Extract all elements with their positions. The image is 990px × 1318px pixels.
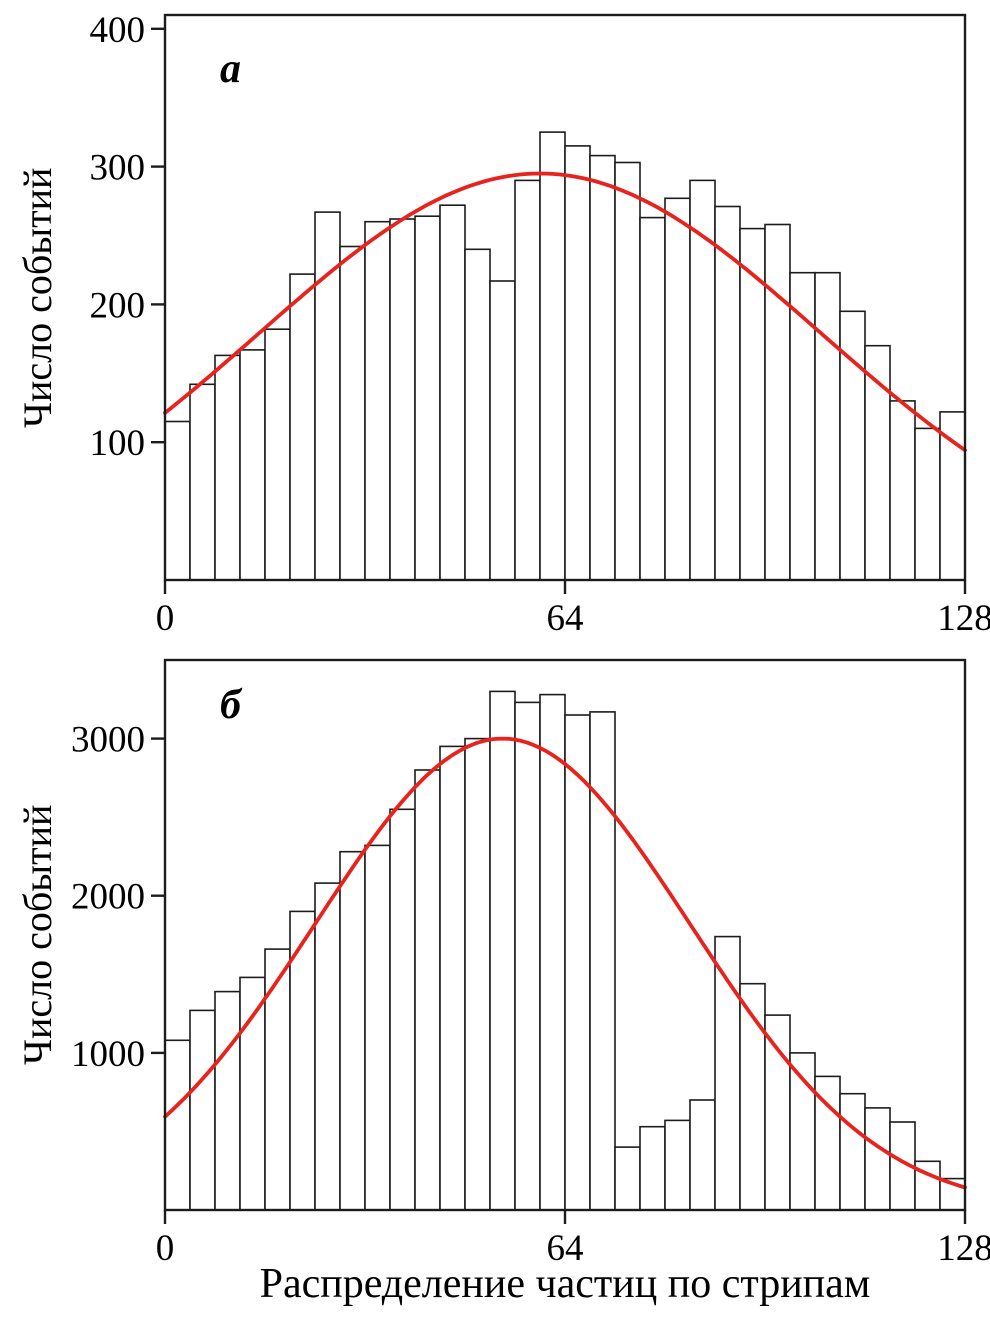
histogram-bar [239,976,266,1211]
histogram-bar [314,882,341,1211]
histogram-bar [339,850,366,1211]
panel-label-b: б [220,682,241,728]
y-tick-label: 2000 [71,877,145,918]
histogram-bar [689,1099,716,1211]
histogram-bar [289,273,316,581]
histogram-bar [164,1039,191,1211]
histogram-bar [689,179,716,581]
histogram-bar [389,808,416,1211]
histogram-bar [414,215,441,581]
panel-label-a: а [220,46,241,92]
histogram-bar [339,245,366,581]
histogram-bar [439,204,466,581]
histogram-bar [589,154,616,581]
histogram-bar [264,948,291,1211]
y-axis-title-b: Число событий [15,804,60,1066]
histogram-bar [214,354,241,581]
histogram-bar [539,131,566,581]
histogram-bar [489,280,516,581]
y-tick-label: 100 [90,423,146,464]
histogram-bars [164,690,966,1211]
histogram-bar [764,223,791,581]
chart-panel-b: 1000 2000 3000 0 64 128 Число событий б Распр… [0,640,990,1318]
histogram-bar [164,420,191,581]
axis-ticks [151,737,967,1224]
histogram-bar [614,1146,641,1211]
histogram-bar [639,216,666,581]
histogram-bar [189,383,216,581]
histogram-bar [514,179,541,581]
gaussian-fit-curve [163,171,967,453]
tick-labels: 1000 2000 3000 0 64 128 [71,720,990,1269]
x-tick-label: 0 [156,598,175,639]
histogram-a-svg: 100 200 300 400 0 64 128 [90,10,990,639]
gaussian-fit-curve [163,736,967,1190]
histogram-bar [889,400,916,581]
histogram-bar [739,982,766,1211]
y-tick-label: 3000 [71,720,145,761]
histogram-bar [239,349,266,581]
histogram-bar [914,427,941,581]
histogram-bar [414,769,441,1211]
axis-ticks [151,27,967,594]
y-axis-title-a: Число событий [15,167,60,428]
histogram-bar [839,1092,866,1211]
histogram-bar [364,844,391,1211]
histogram-bar [464,248,491,581]
histogram-bar [614,161,641,581]
y-tick-label: 300 [90,148,146,189]
histogram-bar [664,1119,691,1211]
histogram-b-svg: 1000 2000 3000 0 64 128 [71,658,990,1269]
x-axis-title: Распределение частиц по стрипам [259,1261,871,1307]
tick-labels: 100 200 300 400 0 64 128 [90,10,990,639]
histogram-bar [564,714,591,1211]
histogram-bar [639,1125,666,1211]
histogram-bar [464,737,491,1211]
histogram-bar [189,1009,216,1211]
x-tick-label: 64 [547,598,584,639]
histogram-bar [289,910,316,1211]
histogram-bar [539,693,566,1211]
histogram-bar [564,145,591,581]
x-tick-label: 0 [156,1228,175,1269]
histogram-bar [764,1014,791,1211]
histogram-bar [714,205,741,581]
histogram-bar [264,328,291,581]
y-tick-label: 200 [90,285,146,326]
histogram-bar [364,220,391,581]
histogram-bar [864,1107,891,1211]
y-tick-label: 1000 [71,1034,145,1075]
histogram-bar [589,711,616,1211]
histogram-bar [439,745,466,1211]
histogram-bar [489,690,516,1211]
histogram-bar [389,218,416,581]
x-tick-label: 128 [937,598,990,639]
histogram-bar [664,197,691,581]
histogram-bar [814,271,841,581]
y-tick-label: 400 [90,10,146,51]
x-tick-label: 64 [547,1228,584,1269]
x-tick-label: 128 [937,1228,990,1269]
histogram-bar [864,344,891,581]
chart-panel-a: 100 200 300 400 0 64 128 Число событий а [0,0,990,640]
histogram-bar [514,701,541,1211]
histogram-bar [214,990,241,1211]
